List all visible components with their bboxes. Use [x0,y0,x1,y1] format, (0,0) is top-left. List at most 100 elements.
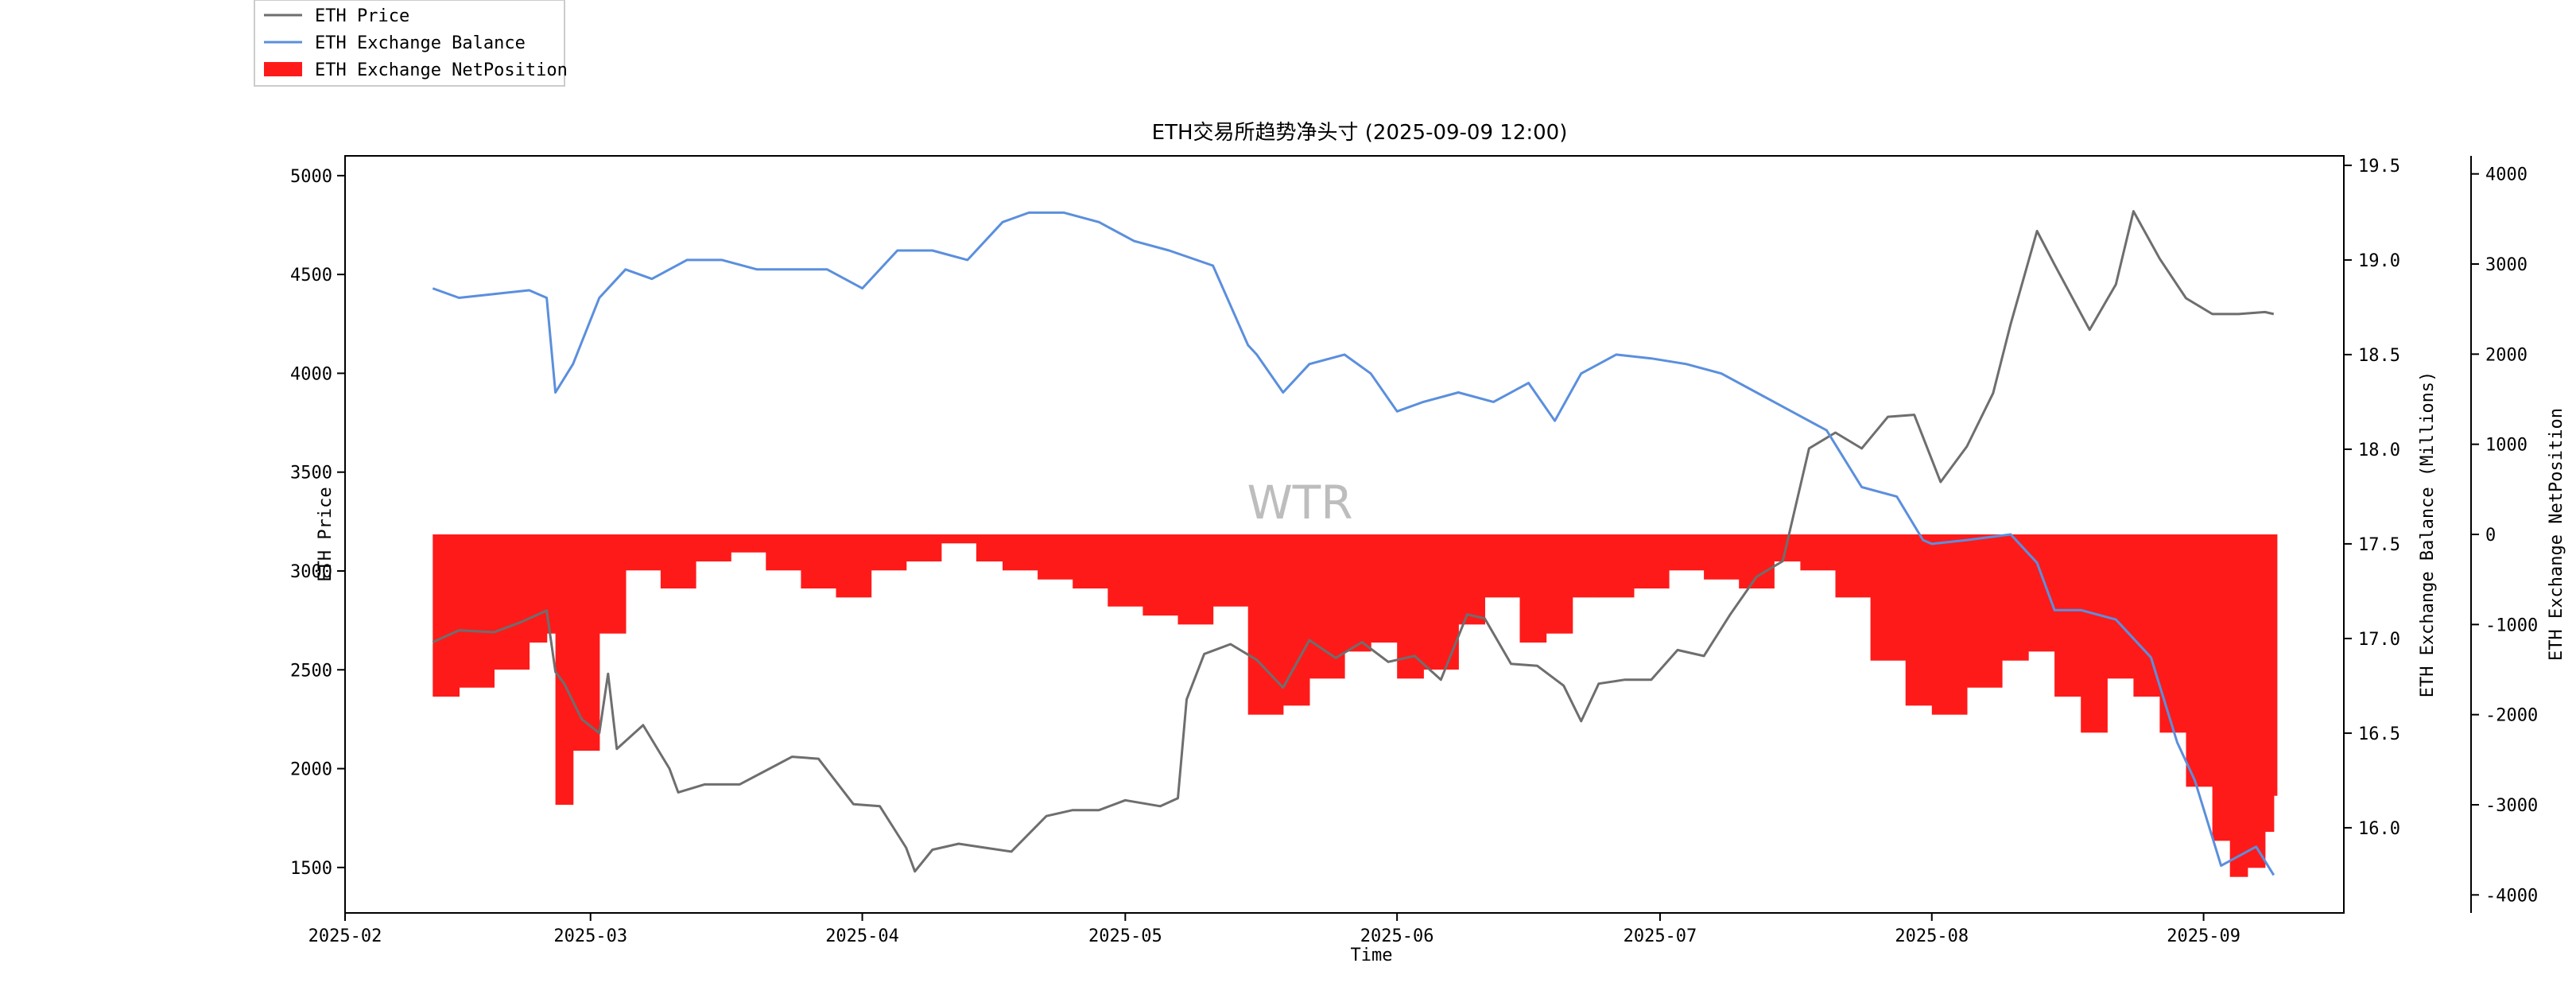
netposition-bar [1519,534,1547,643]
netposition-bar [625,534,661,571]
netposition-bar [1546,534,1573,634]
legend: ETH Price ETH Exchange Balance ETH Excha… [254,0,568,87]
balance-tick-label: 19.0 [2358,251,2400,271]
price-tick-label: 1500 [290,859,332,879]
netposition-bar [1212,534,1249,607]
netposition-bar [459,534,495,688]
price-tick-label: 3500 [290,464,332,484]
netposition-bar [2054,534,2081,697]
x-tick-label: 2025-09 [2167,926,2240,946]
netposition-bar [1484,534,1521,598]
legend-entry-balance: ETH Exchange Balance [315,33,526,53]
netposition-bars [433,534,2278,877]
netposition-bar [1572,534,1600,598]
plot-frame [344,155,2345,914]
balance-tick-label: 17.0 [2358,630,2400,650]
price-tick-label: 4000 [290,364,332,384]
netposition-bar [1073,534,1108,588]
price-tick-label: 4500 [290,266,332,285]
netposition-bar [1598,534,1635,598]
netposition-bar [2247,534,2266,868]
x-tick-label: 2025-06 [1360,926,1434,946]
netposition-bar [941,534,977,544]
netposition-bar [1038,534,1073,580]
netposition-bar [1704,534,1740,580]
x-tick-label: 2025-08 [1895,926,1969,946]
netposition-bar [1397,534,1424,679]
netposition-bar [2002,534,2029,661]
netposition-bar [433,534,460,697]
x-axis-label: Time [1351,946,1393,965]
balance-axis-label: ETH Exchange Balance (Millions) [2418,371,2438,698]
netposition-tick-label: -2000 [2485,706,2538,726]
netposition-tick-label: 4000 [2485,165,2528,185]
legend-swatch-netposition [264,62,302,76]
x-axis-ticks: 2025-02 2025-03 2025-04 2025-05 2025-06 2025-… [308,913,2240,946]
netposition-tick-label: -4000 [2485,886,2538,906]
legend-entry-price: ETH Price [315,6,409,26]
netposition-bar [2159,534,2187,733]
netposition-bar [1247,534,1284,715]
balance-line [432,211,2275,876]
netposition-bar [2264,534,2275,832]
netposition-bar [1108,534,1143,607]
netposition-bar [906,534,942,561]
netposition-bar [976,534,1003,561]
netposition-bar [2186,534,2213,787]
netposition-axis-ticks: -4000 -3000 -2000 -1000 0 1000 2000 3000 4000 [2471,165,2538,906]
netposition-tick-label: -1000 [2485,616,2538,635]
balance-axis-ticks: 16.0 16.5 17.0 17.5 18.0 18.5 19.0 19.5 [2344,157,2400,839]
netposition-bar [2273,534,2278,796]
netposition-tick-label: 2000 [2485,345,2528,365]
netposition-tick-label: 0 [2485,526,2496,546]
netposition-bar [836,534,872,598]
netposition-bar [1309,534,1345,679]
netposition-bar [871,534,907,571]
netposition-bar [1931,534,1968,715]
balance-tick-label: 19.5 [2358,157,2400,177]
netposition-bar [1835,534,1872,598]
netposition-tick-label: -3000 [2485,796,2538,816]
netposition-bar [766,534,801,571]
netposition-tick-label: 3000 [2485,255,2528,275]
x-tick-label: 2025-07 [1624,926,1697,946]
netposition-bar [1800,534,1837,571]
netposition-bar [1739,534,1775,588]
netposition-tick-label: 1000 [2485,436,2528,456]
netposition-bar [555,534,574,805]
netposition-bar [529,534,548,643]
chart-title: ETH交易所趋势净头寸 (2025-09-09 12:00) [1152,121,1568,145]
netposition-bar [1177,534,1214,625]
balance-tick-label: 17.5 [2358,535,2400,555]
netposition-bar [1870,534,1907,661]
price-axis-label: ETH Price [316,487,336,581]
price-axis-ticks: 1500 2000 2500 3000 3500 4000 4500 5000 [290,167,345,879]
balance-tick-label: 16.5 [2358,724,2400,744]
balance-tick-label: 18.5 [2358,346,2400,366]
x-tick-label: 2025-04 [825,926,899,946]
x-tick-label: 2025-05 [1088,926,1162,946]
netposition-bar [660,534,696,588]
netposition-bar [572,534,600,751]
legend-entry-netposition: ETH Exchange NetPosition [315,60,568,80]
price-tick-label: 2500 [290,661,332,681]
netposition-bar [1905,534,1933,706]
netposition-bar [1003,534,1038,571]
netposition-bar [2229,534,2248,877]
netposition-bar [1633,534,1670,588]
price-tick-label: 3000 [290,562,332,582]
legend-frame [254,0,565,87]
netposition-bar [2107,534,2134,679]
watermark: WTR [1247,476,1352,530]
balance-tick-label: 16.0 [2358,819,2400,839]
netposition-bar [1669,534,1705,571]
netposition-bar [546,534,557,634]
netposition-bar [1143,534,1179,616]
price-line [432,210,2275,873]
netposition-bar [2212,534,2231,841]
netposition-bar [1344,534,1371,652]
netposition-bar [599,534,627,634]
netposition-bar [801,534,837,588]
netposition-bar [1458,534,1485,625]
